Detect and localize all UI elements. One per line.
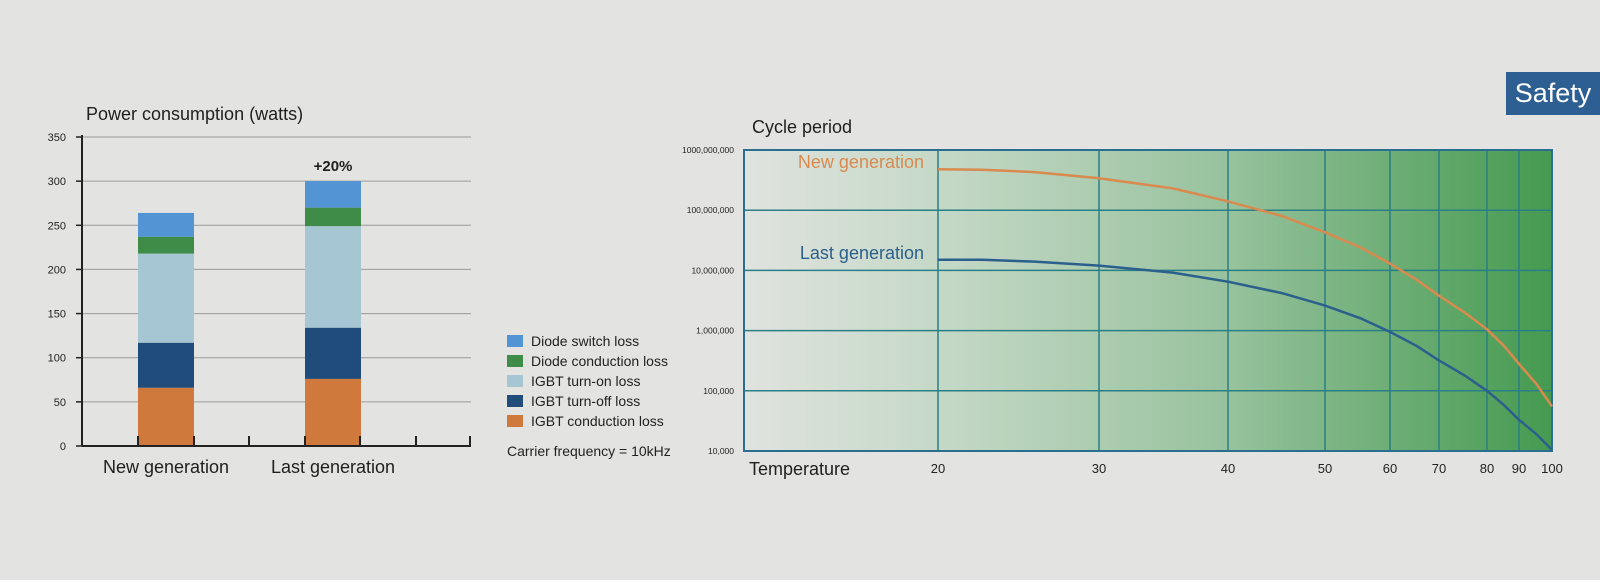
bar-segment <box>305 378 361 446</box>
legend-swatch <box>507 415 523 427</box>
legend-label: Diode switch loss <box>531 333 639 349</box>
carrier-frequency-note: Carrier frequency = 10kHz <box>507 443 671 459</box>
line-series-path <box>938 258 1553 451</box>
line-x-tick-label: 20 <box>931 461 945 476</box>
legend-label: IGBT turn-on loss <box>531 373 640 389</box>
bar-y-tick-label: 150 <box>48 309 66 321</box>
bar-x-labels: New generation Last generation <box>103 457 395 477</box>
line-y-tick-label: 10,000,000 <box>691 265 734 275</box>
line-y-ticks: 10,000 100,000 1,000,000 10,000,000 100,000,… <box>682 145 734 456</box>
line-series-path <box>937 167 1554 408</box>
bar-segment <box>305 226 361 328</box>
bar-y-tick-label: 100 <box>48 353 66 365</box>
bar-y-tick-label: 350 <box>48 132 66 144</box>
line-y-tick-label: 100,000 <box>703 386 734 396</box>
legend-swatch <box>507 395 523 407</box>
legend-label: IGBT conduction loss <box>531 413 664 429</box>
bar-annotation: +20% <box>314 158 353 175</box>
bar-segment <box>138 212 194 237</box>
bar-y-tick-label: 0 <box>60 441 66 453</box>
line-x-tick-label: 70 <box>1432 461 1446 476</box>
line-series-label: New generation <box>798 152 924 172</box>
line-x-tick-label: 60 <box>1383 461 1397 476</box>
bar-segment <box>305 327 361 379</box>
line-x-tick-label: 90 <box>1512 461 1526 476</box>
bar-category-label: Last generation <box>271 457 395 477</box>
bar-y-tick-label: 250 <box>48 220 66 232</box>
line-chart-title: Cycle period <box>752 117 852 137</box>
bar-segment <box>305 207 361 227</box>
line-y-tick-label: 1000,000,000 <box>682 145 734 155</box>
power-consumption-chart: Power consumption (watts) 0 50 100 150 200 25… <box>48 104 671 477</box>
plot-frame <box>743 149 1553 452</box>
line-x-tick-label: 100 <box>1541 461 1563 476</box>
plot-background <box>744 150 1552 451</box>
bar-chart-title: Power consumption (watts) <box>86 104 303 124</box>
bar-legend: Diode switch loss Diode conduction loss IG… <box>507 333 668 429</box>
line-y-tick-label: 10,000 <box>708 446 734 456</box>
legend-swatch <box>507 335 523 347</box>
bar-segment <box>138 253 194 343</box>
bar-y-tick-label: 200 <box>48 264 66 276</box>
line-series-labels: New generation Last generation <box>798 152 924 263</box>
bar-segment <box>138 342 194 388</box>
bar-axes <box>81 135 471 447</box>
line-series <box>937 167 1554 451</box>
bar-segment <box>305 181 361 208</box>
line-x-tick-label: 50 <box>1318 461 1332 476</box>
line-series-label: Last generation <box>800 243 924 263</box>
bar-annotations: +20% <box>314 158 353 175</box>
line-x-tick-label: 30 <box>1092 461 1106 476</box>
cycle-period-chart: Cycle period 10,000100,0001,000,00010,00… <box>682 117 1563 479</box>
legend-label: IGBT turn-off loss <box>531 393 640 409</box>
legend-label: Diode conduction loss <box>531 353 668 369</box>
bar-segment <box>138 387 194 446</box>
bar-category-label: New generation <box>103 457 229 477</box>
line-y-tick-label: 1,000,000 <box>696 326 734 336</box>
line-y-tick-label: 100,000,000 <box>687 205 735 215</box>
bar-y-ticks: 0 50 100 150 200 250 300 350 <box>48 132 82 453</box>
legend-swatch <box>507 355 523 367</box>
line-x-tick-label: 40 <box>1221 461 1235 476</box>
bar-y-tick-label: 300 <box>48 176 66 188</box>
line-x-axis-label: Temperature <box>749 459 850 479</box>
bar-y-tick-label: 50 <box>54 397 66 409</box>
bar-stacks <box>138 181 361 446</box>
line-x-tick-label: 80 <box>1480 461 1494 476</box>
legend-swatch <box>507 375 523 387</box>
bar-segment <box>138 236 194 254</box>
line-x-ticks: 20 30 40 50 60 70 80 90 100 <box>931 461 1563 476</box>
safety-badge: Safety <box>1506 72 1600 115</box>
